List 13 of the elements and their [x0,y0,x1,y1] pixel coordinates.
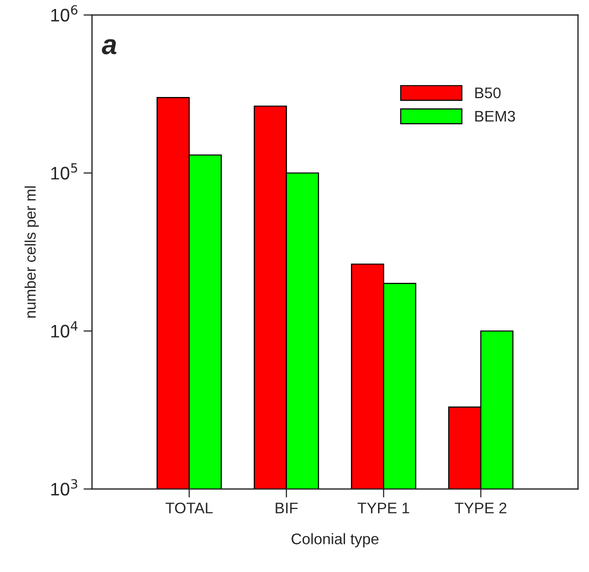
legend-label: BEM3 [475,110,515,122]
y-tick-label: 10$^{5}$ [51,163,78,180]
legend-label: B50 [475,87,501,98]
x-tick-label: TYPE 1 [358,502,410,514]
annotation: a [102,39,116,54]
x-tick-label: TOTAL [166,502,213,514]
x-tick-label: TYPE 2 [454,502,506,514]
y-axis-title: number cells per ml [24,186,39,318]
y-tick-label: 10$^{6}$ [51,5,78,22]
y-tick-label: 10$^{4}$ [51,321,78,338]
y-tick-label: 10$^{3}$ [51,479,78,496]
x-tick-label: BIF [276,502,298,514]
x-axis-title: Colonial type [292,533,378,548]
